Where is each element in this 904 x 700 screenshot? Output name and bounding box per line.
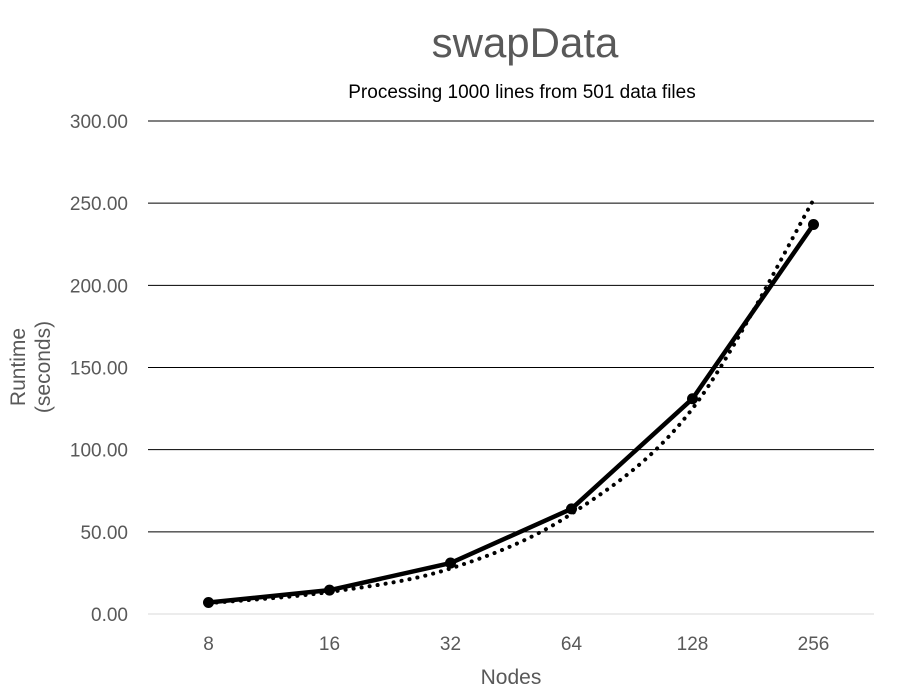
data-point — [687, 393, 698, 405]
x-axis-tick-labels: 8 16 32 64 128 256 — [203, 634, 829, 655]
x-tick-label: 16 — [319, 634, 340, 655]
chart-title: swapData — [432, 19, 619, 66]
x-tick-label: 32 — [440, 634, 461, 655]
y-tick-label: 50.00 — [80, 523, 128, 544]
y-tick-label: 200.00 — [70, 276, 128, 297]
y-tick-label: 0.00 — [91, 605, 128, 626]
x-tick-label: 128 — [677, 634, 709, 655]
y-axis-title-line-2: (seconds) — [32, 321, 55, 413]
series-line — [206, 222, 816, 605]
x-tick-label: 8 — [203, 634, 214, 655]
y-tick-label: 100.00 — [70, 441, 128, 462]
chart-subtitle: Processing 1000 lines from 501 data file… — [348, 82, 695, 103]
data-point — [808, 219, 819, 231]
data-point — [445, 557, 456, 569]
data-point — [203, 596, 214, 608]
y-tick-label: 150.00 — [70, 359, 128, 380]
data-point — [324, 584, 335, 596]
gridlines — [148, 120, 874, 615]
y-tick-label: 250.00 — [70, 194, 128, 215]
y-axis-title-line-1: Runtime — [7, 328, 30, 406]
y-axis-tick-labels: 0.00 50.00 100.00 150.00 200.00 250.00 300.00 — [70, 112, 128, 626]
x-tick-label: 256 — [798, 634, 830, 655]
data-point — [566, 503, 577, 515]
y-tick-label: 300.00 — [70, 112, 128, 133]
x-axis-title: Nodes — [481, 666, 542, 689]
data-points — [203, 219, 819, 608]
x-tick-label: 64 — [561, 634, 583, 655]
trendline — [206, 197, 816, 606]
